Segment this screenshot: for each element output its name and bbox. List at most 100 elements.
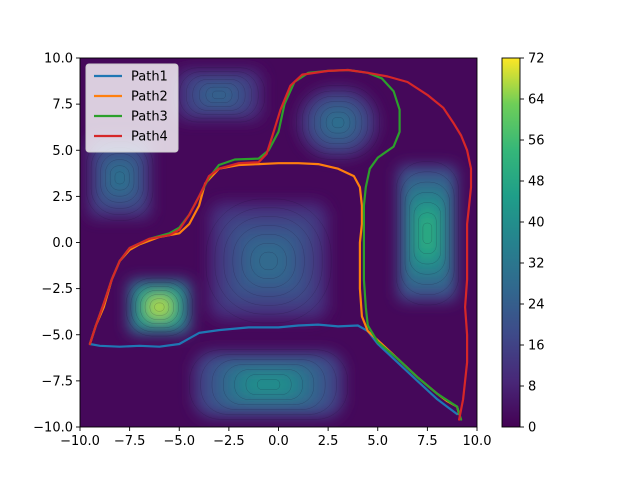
contour-line [144, 294, 174, 320]
contour-line [223, 364, 315, 405]
contour-line [179, 71, 259, 119]
cost-region-layer [418, 213, 437, 254]
contour-line [125, 277, 193, 337]
contour-line [400, 171, 455, 295]
cost-region [209, 201, 329, 320]
colorbar-frame [501, 57, 521, 428]
contour-line [232, 225, 305, 297]
plot-area [79, 57, 478, 428]
x-tick-label: −7.5 [114, 434, 146, 449]
contour-line [192, 79, 246, 111]
colorbar-tick-label: 16 [528, 339, 545, 354]
legend-box [85, 63, 179, 153]
legend-label: Path4 [131, 130, 168, 145]
y-tick-label: 5.0 [52, 144, 73, 159]
contour-line [105, 159, 135, 197]
contour-line [302, 90, 374, 155]
cost-region-layer [150, 299, 169, 316]
series-line-path1 [88, 323, 459, 416]
contour-line [109, 165, 130, 191]
contour-line [257, 379, 281, 390]
contour-line [189, 349, 348, 420]
contour-line [223, 216, 314, 306]
colorbar-tick-label: 24 [528, 298, 545, 313]
cost-region-layer [110, 166, 129, 190]
contour-line [296, 85, 380, 160]
contour-line [211, 359, 326, 410]
x-tick-label: 2.5 [318, 434, 339, 449]
cost-region [175, 69, 263, 121]
colorbar-tick-label: 8 [528, 380, 536, 395]
contour-line [234, 369, 303, 400]
contour-line [114, 171, 125, 185]
x-tick-label: −2.5 [213, 434, 245, 449]
y-tick-label: −2.5 [41, 282, 73, 297]
legend: Path1 Path2 Path3 Path4 [85, 63, 179, 153]
contour-line [205, 198, 332, 324]
x-tick-label: 10.0 [463, 434, 492, 449]
cost-region [397, 165, 458, 302]
legend-label: Path3 [131, 110, 168, 125]
contour-line [200, 354, 337, 415]
contour-line [130, 281, 189, 333]
cost-region-layer [326, 112, 350, 133]
x-tick-label: 5.0 [367, 434, 388, 449]
colorbar-tick-label: 32 [528, 257, 545, 272]
x-tick-label: −5.0 [163, 434, 195, 449]
contour-line [308, 96, 369, 150]
cost-region [298, 87, 378, 158]
contour-line [149, 298, 170, 316]
contour-line [140, 290, 179, 324]
colorbar-tick-label: 64 [528, 93, 545, 108]
contour-line [245, 374, 292, 395]
y-axis: 10.0 7.5 5.0 2.5 0.0 −2.5 −5.0 −7.5 −10.0 [33, 52, 80, 436]
contour-line [205, 86, 233, 103]
cost-region-layer [251, 243, 286, 279]
contour-line [395, 161, 459, 306]
contour-line [241, 234, 296, 288]
legend-label: Path1 [131, 70, 168, 85]
contour-line [325, 111, 351, 134]
cost-region [193, 351, 345, 418]
path-series [88, 68, 473, 421]
contour-line [409, 192, 446, 275]
cost-regions [87, 69, 458, 418]
series-line-path4 [88, 68, 473, 421]
y-tick-label: 7.5 [52, 98, 73, 113]
cost-region [127, 279, 192, 335]
contour-line [319, 106, 357, 139]
y-tick-label: −10.0 [33, 421, 73, 436]
y-tick-label: 2.5 [52, 190, 73, 205]
contour-lines [86, 67, 459, 420]
contour-line [404, 181, 450, 285]
colorbar-tick-label: 72 [528, 52, 545, 67]
x-tick-label: 0.0 [268, 434, 289, 449]
y-tick-label: 0.0 [52, 236, 73, 251]
cost-region-layer [206, 87, 232, 103]
colorbar-tick-label: 56 [528, 134, 545, 149]
contour-line [418, 212, 437, 254]
contour-line [154, 302, 165, 312]
cost-region [87, 137, 152, 219]
contour-line [185, 75, 252, 115]
y-tick-label: −5.0 [41, 328, 73, 343]
contour-line [214, 207, 323, 315]
colorbar-tick-label: 40 [528, 216, 545, 231]
colorbar-tick-label: 0 [528, 421, 536, 436]
contour-line [135, 286, 184, 329]
y-tick-label: −7.5 [41, 374, 73, 389]
contour-line [422, 222, 433, 244]
contour-line [100, 153, 139, 203]
contour-line [331, 117, 345, 129]
cost-region-layer [246, 374, 291, 395]
colorbar-tick-label: 48 [528, 175, 545, 190]
x-axis: −10.0 −7.5 −5.0 −2.5 0.0 2.5 5.0 7.5 10.0 [60, 427, 491, 449]
contour-line [199, 83, 239, 107]
contour-line [413, 202, 441, 265]
contour-line [259, 251, 278, 271]
x-tick-label: 7.5 [417, 434, 438, 449]
y-tick-label: 10.0 [44, 52, 73, 67]
contour-line [212, 90, 226, 99]
contour-line [250, 243, 287, 279]
